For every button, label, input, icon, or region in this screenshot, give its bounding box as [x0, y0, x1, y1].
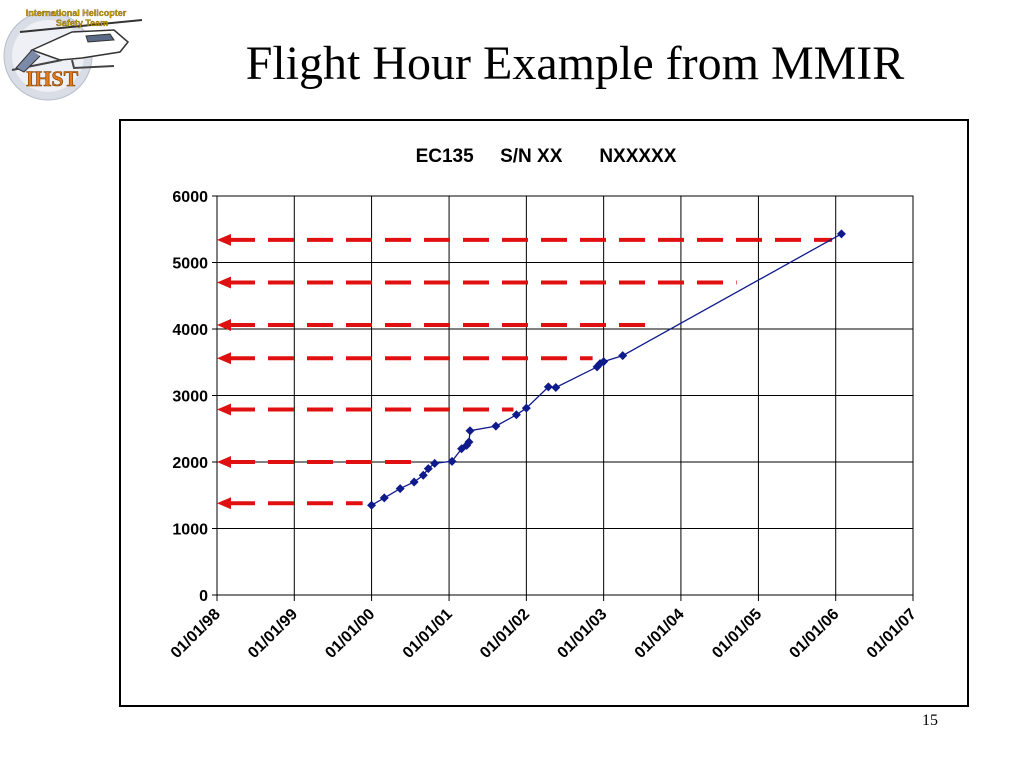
data-point — [423, 464, 433, 474]
reference-arrow-head — [217, 276, 231, 289]
y-tick-label: 4000 — [172, 322, 208, 339]
y-axis: 0 1000 2000 3000 4000 5000 6000 — [172, 189, 217, 605]
flight-hours-chart: EC135 S/N XX NXXXXX 0 1000 2000 3000 4000 500… — [168, 146, 920, 662]
ihst-logo: International Helicopter Safety Team IHS… — [3, 8, 143, 101]
x-tick-label: 01/01/03 — [554, 606, 610, 662]
data-point — [511, 410, 521, 420]
data-point — [521, 403, 531, 413]
reference-arrow-head — [217, 233, 231, 246]
data-point — [379, 493, 389, 503]
y-tick-label: 3000 — [172, 389, 208, 406]
x-tick-label: 01/01/98 — [168, 606, 224, 662]
data-point — [447, 456, 457, 466]
reference-arrow-head — [217, 456, 231, 468]
data-point — [551, 383, 561, 393]
logo-text-mid: Safety Team — [56, 18, 108, 28]
y-tick-label: 0 — [199, 588, 208, 605]
data-point — [418, 470, 428, 480]
data-point — [430, 458, 440, 468]
data-point — [491, 421, 501, 431]
x-tick-label: 01/01/99 — [245, 606, 301, 662]
reference-arrow-head — [217, 352, 231, 365]
chart-title: EC135 S/N XX NXXXXX — [416, 146, 677, 167]
reference-arrow-head — [217, 403, 231, 416]
data-point — [395, 484, 405, 494]
chart-frame: EC135 S/N XX NXXXXX 0 1000 2000 3000 4000 500… — [119, 119, 969, 707]
data-point — [599, 357, 609, 367]
logo-text-top: International Helicopter — [26, 8, 127, 18]
x-tick-label: 01/01/02 — [477, 606, 533, 662]
x-tick-label: 01/01/04 — [632, 606, 688, 662]
reference-arrow-head — [217, 319, 231, 332]
y-tick-label: 1000 — [172, 522, 208, 539]
data-point — [618, 351, 628, 361]
chart-grid — [216, 195, 914, 596]
y-tick-label: 5000 — [172, 256, 208, 273]
reference-arrows — [217, 233, 833, 510]
data-point — [543, 382, 553, 392]
reference-arrow-head — [217, 497, 231, 510]
series-line — [371, 233, 842, 506]
helicopter-icon — [11, 19, 143, 73]
y-tick-label: 6000 — [172, 189, 208, 206]
data-point — [409, 477, 419, 487]
data-point — [367, 500, 377, 510]
slide-title: Flight Hour Example from MMIR — [245, 37, 905, 90]
data-point — [836, 229, 846, 239]
page-number: 15 — [922, 712, 938, 729]
x-tick-label: 01/01/00 — [322, 606, 378, 662]
x-tick-label: 01/01/01 — [400, 606, 456, 662]
x-tick-label: 01/01/06 — [786, 606, 842, 662]
x-tick-label: 01/01/07 — [864, 606, 920, 662]
y-tick-label: 2000 — [172, 455, 208, 472]
data-point — [465, 426, 475, 436]
data-point — [464, 437, 474, 447]
x-tick-label: 01/01/05 — [709, 606, 765, 662]
x-axis: 01/01/98 01/01/99 01/01/00 01/01/01 01/01/02… — [168, 595, 920, 662]
logo-acronym: IHST — [26, 66, 79, 91]
series-flight-hours — [367, 229, 846, 510]
